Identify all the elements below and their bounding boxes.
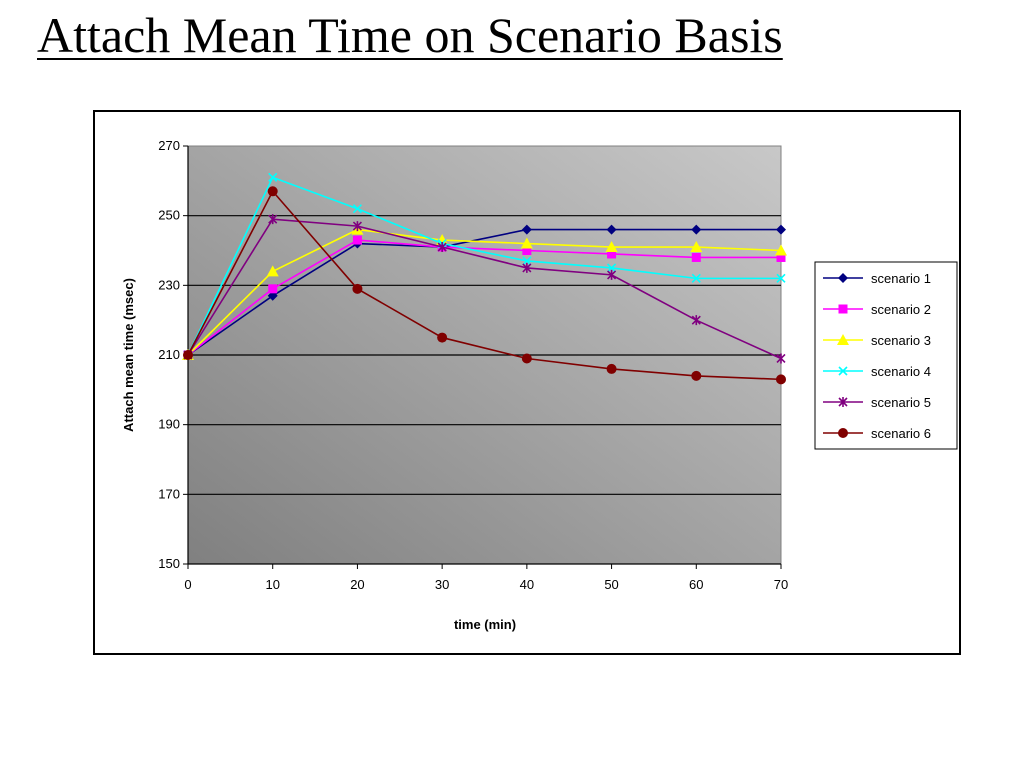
x-tick-label: 0: [184, 577, 191, 592]
y-tick-label: 150: [158, 556, 180, 571]
slide-title: Attach Mean Time on Scenario Basis: [37, 7, 783, 63]
series-line: [187, 176, 781, 356]
x-tick-label: 20: [350, 577, 364, 592]
legend-label: scenario 3: [871, 333, 931, 348]
y-tick-label: 170: [158, 486, 180, 501]
data-point: [607, 269, 617, 280]
legend-label: scenario 5: [871, 395, 931, 410]
series-line: [187, 228, 781, 356]
legend: scenario 1 scenario 2 scenario 3 scenario 4…: [823, 271, 931, 441]
series-line: [187, 228, 782, 356]
series-line: [187, 218, 782, 360]
series-6: [183, 186, 786, 385]
y-tick-label: 270: [158, 138, 180, 153]
line-chart: 150 170 190 210 230 250 270 0 10 20 30 40 50 60 70 tim…: [121, 138, 958, 632]
data-point: [521, 224, 532, 235]
x-tick-label: 70: [774, 577, 788, 592]
legend-label: scenario 6: [871, 426, 931, 441]
legend-label: scenario 4: [871, 364, 931, 379]
axes: 150 170 190 210 230 250 270 0 10 20 30 40 50 60 70: [158, 138, 788, 592]
data-point: [606, 363, 617, 374]
data-point: [268, 284, 278, 294]
legend-entry-6: scenario 6: [823, 426, 931, 441]
x-tick-label: 40: [520, 577, 534, 592]
series-group: [182, 172, 787, 385]
legend-entry-1: scenario 1: [823, 271, 931, 286]
x-tick-label: 10: [265, 577, 279, 592]
x-tick-label: 60: [689, 577, 703, 592]
data-point: [691, 315, 701, 326]
data-point: [691, 273, 701, 283]
data-point: [522, 262, 532, 273]
gridlines: [188, 215, 781, 495]
data-point: [183, 350, 193, 360]
data-point: [605, 241, 618, 253]
legend-label: scenario 1: [871, 271, 931, 286]
data-point: [352, 283, 363, 294]
data-point: [522, 246, 532, 255]
x-axis-label: time (min): [454, 617, 516, 632]
y-tick-label: 230: [158, 277, 180, 292]
data-point: [691, 224, 702, 235]
legend-entry-3: scenario 3: [823, 333, 931, 348]
legend-box: [814, 261, 958, 450]
data-point: [268, 214, 278, 225]
y-tick-label: 250: [158, 208, 180, 223]
data-point: [691, 252, 701, 262]
data-point: [267, 186, 278, 197]
legend-label: scenario 2: [871, 302, 931, 317]
x-tick-label: 50: [604, 577, 618, 592]
data-point: [437, 242, 447, 253]
legend-marker: [838, 304, 848, 314]
data-point: [607, 249, 617, 259]
data-point: [776, 273, 786, 283]
legend-marker: [838, 273, 848, 283]
data-point: [352, 204, 362, 214]
data-point: [266, 265, 279, 277]
data-point: [437, 332, 448, 343]
data-point: [352, 221, 362, 232]
chart-frame: 150 170 190 210 230 250 270 0 10 20 30 40 50 60 70 tim…: [93, 110, 961, 655]
data-point: [522, 256, 532, 266]
y-tick-label: 210: [158, 347, 180, 362]
data-point: [521, 353, 532, 364]
series-line: [187, 239, 781, 356]
x-tick-label: 30: [435, 577, 449, 592]
data-point: [776, 353, 786, 364]
legend-marker: [838, 366, 848, 376]
legend-entry-5: scenario 5: [823, 395, 931, 410]
legend-entry-4: scenario 4: [823, 364, 931, 379]
y-tick-label: 190: [158, 417, 180, 432]
data-point: [690, 241, 703, 253]
data-point: [775, 244, 787, 256]
data-point: [352, 235, 362, 245]
legend-marker: [838, 428, 848, 438]
data-point: [776, 252, 786, 262]
data-point: [607, 263, 617, 273]
legend-marker: [838, 397, 848, 407]
legend-entry-2: scenario 2: [823, 302, 931, 317]
data-point: [606, 224, 617, 235]
series-line: [187, 189, 782, 381]
data-point: [776, 374, 786, 385]
data-point: [691, 370, 702, 381]
data-point: [268, 172, 278, 182]
data-point: [520, 237, 533, 249]
y-axis-label: Attach mean time (msec): [121, 278, 136, 432]
legend-marker: [837, 334, 849, 345]
data-point: [776, 224, 786, 235]
